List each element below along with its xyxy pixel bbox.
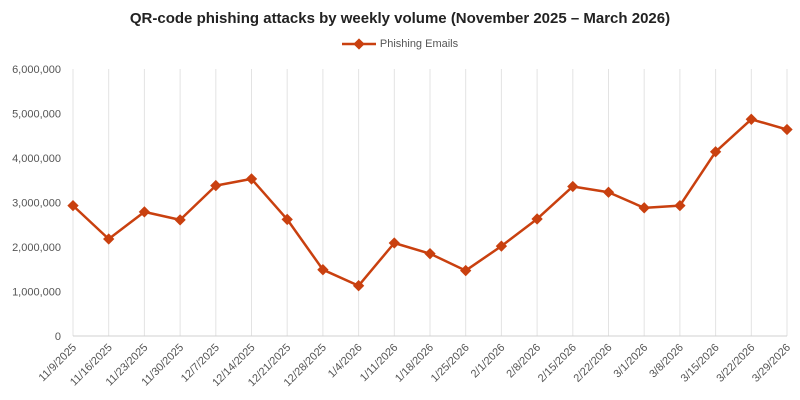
x-tick-label: 2/22/2026 (572, 342, 615, 385)
data-point (495, 240, 508, 252)
data-point (138, 206, 151, 218)
data-point (709, 146, 722, 158)
data-point (567, 180, 579, 193)
data-point (174, 214, 186, 226)
y-tick-label: 1,000,000 (12, 287, 61, 299)
data-point (781, 123, 793, 136)
data-point (317, 264, 329, 276)
y-tick-label: 0 (55, 331, 61, 343)
y-tick-label: 3,000,000 (12, 198, 61, 210)
x-tick-label: 2/1/2026 (469, 342, 508, 381)
x-tick-label: 3/1/2026 (612, 342, 651, 381)
legend-marker (341, 38, 376, 50)
data-point (352, 280, 365, 292)
data-point (602, 186, 615, 198)
chart-title: QR-code phishing attacks by weekly volum… (129, 10, 671, 27)
y-tick-label: 5,000,000 (12, 109, 61, 121)
x-tick-label: 3/29/2026 (750, 342, 793, 385)
y-tick-label: 2,000,000 (12, 242, 61, 254)
x-tick-label: 1/25/2026 (429, 342, 472, 385)
legend-label: Phishing Emails (379, 38, 459, 50)
y-tick-label: 6,000,000 (12, 64, 61, 76)
data-point (531, 213, 543, 225)
data-point (210, 179, 222, 192)
legend: Phishing Emails (0, 38, 800, 50)
data-point (281, 213, 293, 226)
data-point (674, 199, 686, 212)
data-point (424, 248, 436, 260)
data-point (245, 173, 258, 185)
data-point (638, 202, 650, 214)
y-tick-label: 4,000,000 (12, 153, 61, 165)
data-point (388, 237, 400, 249)
data-point (460, 264, 472, 277)
